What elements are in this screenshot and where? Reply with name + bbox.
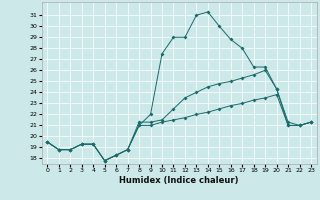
X-axis label: Humidex (Indice chaleur): Humidex (Indice chaleur) — [119, 176, 239, 185]
